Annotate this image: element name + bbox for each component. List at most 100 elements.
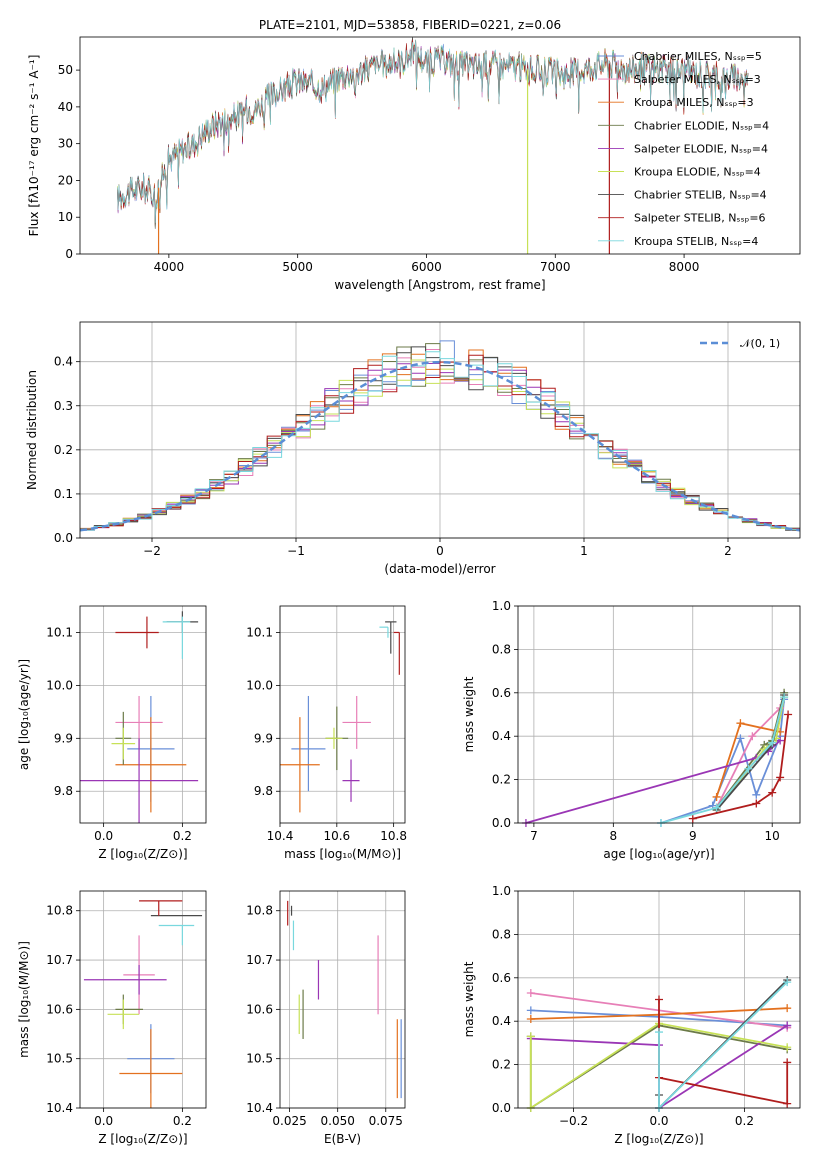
x-tick-label: 0.0 (94, 829, 113, 843)
normal-curve (80, 360, 800, 532)
legend: Chabrier MILES, Nₛₛₚ=5 Salpeter MILES, Nₛ… (598, 50, 769, 248)
x-tick-label: 0.0 (649, 1114, 668, 1128)
mass_vs_ebv-points (287, 900, 402, 1099)
mass_weight_vs_age-series (521, 688, 793, 827)
y-tick-label: 10.7 (246, 953, 273, 967)
y-tick-label: 10.1 (246, 625, 273, 639)
x-tick-label: 6000 (411, 260, 442, 274)
x-axis-label: (data-model)/error (384, 562, 495, 576)
weight-marker (776, 773, 785, 782)
legend-label: Salpeter ELODIE, Nₛₛₚ=4 (634, 142, 768, 155)
residuals-axes (76, 322, 800, 542)
x-tick-label: −0.2 (559, 1114, 588, 1128)
x-tick-label: 0.2 (735, 1114, 754, 1128)
weight-marker (783, 1058, 792, 1067)
residuals-frame (79, 321, 801, 539)
mass_vs_ebv-frame (279, 890, 406, 1109)
weight-line (529, 1022, 788, 1110)
weight-marker (526, 988, 535, 997)
y-tick-label: 0.6 (492, 971, 511, 985)
weight-marker (748, 732, 757, 741)
weight-marker (712, 792, 721, 801)
y-axis-label: Normed distribution (25, 370, 39, 490)
spectrum-axes (76, 69, 685, 258)
spectrum-line (117, 39, 749, 223)
weight-marker (783, 1004, 792, 1013)
legend-label: 𝒩(0, 1) (740, 337, 780, 350)
weight-marker (752, 799, 761, 808)
weight-marker (526, 1015, 535, 1024)
y-tick-label: 9.8 (254, 784, 273, 798)
weight-line (660, 699, 785, 824)
weight-marker (526, 1032, 535, 1041)
weight-marker (783, 1099, 792, 1108)
x-axis-label: Z [log₁₀(Z/Z⊙)] (614, 1132, 703, 1146)
legend-label: Salpeter MILES, Nₛₛₚ=3 (634, 73, 761, 86)
x-tick-label: −1 (287, 544, 305, 558)
y-tick-label: 10.0 (46, 678, 73, 692)
y-tick-label: 10.6 (46, 1002, 73, 1016)
y-tick-label: 9.8 (54, 784, 73, 798)
y-tick-label: 0.4 (54, 355, 73, 369)
y-tick-label: 10 (58, 210, 73, 224)
x-tick-label: 8000 (669, 260, 700, 274)
weight-marker (655, 1028, 663, 1037)
y-tick-label: 40 (58, 100, 73, 114)
y-tick-label: 10.4 (46, 1101, 73, 1115)
y-tick-label: 0.4 (492, 729, 511, 743)
mass_weight_vs_age-axes (514, 605, 800, 827)
y-tick-label: 0.0 (54, 531, 73, 545)
weight-marker (783, 1021, 792, 1030)
age_vs_Z-frame (79, 605, 207, 824)
y-tick-label: 0.8 (492, 927, 511, 941)
y-tick-label: 10.0 (246, 678, 273, 692)
x-tick-label: 7 (530, 829, 538, 843)
y-tick-label: 10.5 (246, 1052, 273, 1066)
y-axis-label: mass weight (462, 676, 476, 752)
mass_vs_Z-frame (79, 890, 207, 1109)
x-tick-label: 8 (610, 829, 618, 843)
x-axis-label: Z [log₁₀(Z/Z⊙)] (98, 847, 187, 861)
y-tick-label: 50 (58, 63, 73, 77)
x-tick-label: 9 (689, 829, 697, 843)
y-tick-label: 0.2 (492, 1058, 511, 1072)
x-tick-label: 0 (436, 544, 444, 558)
y-tick-label: 0.8 (492, 642, 511, 656)
mass_weight_vs_Z-series (526, 975, 792, 1112)
weight-marker (780, 693, 789, 702)
mass_vs_Z-axes (76, 891, 206, 1112)
age_vs_Z-axes (76, 606, 206, 827)
y-tick-label: 10.5 (46, 1052, 73, 1066)
weight-marker (783, 978, 792, 987)
x-tick-label: 10.6 (323, 829, 350, 843)
legend-label: Chabrier STELIB, Nₛₛₚ=4 (634, 189, 767, 202)
weight-marker (655, 995, 663, 1004)
x-tick-label: 0.2 (173, 1114, 192, 1128)
weight-marker (784, 710, 793, 719)
x-tick-label: 0.050 (321, 1114, 355, 1128)
weight-marker (768, 738, 777, 747)
x-tick-label: 5000 (282, 260, 313, 274)
histograms (80, 340, 800, 533)
y-tick-label: 10.7 (46, 953, 73, 967)
mass_weight_vs_Z-axes (514, 890, 800, 1112)
y-tick-label: 0.3 (54, 399, 73, 413)
weight-marker (744, 764, 753, 773)
legend-label: Kroupa ELODIE, Nₛₛₚ=4 (634, 166, 761, 179)
weight-marker (736, 734, 745, 743)
x-tick-label: 10.8 (380, 829, 407, 843)
y-tick-label: 10.8 (46, 904, 73, 918)
y-axis-label: Flux [fλ10⁻¹⁷ erg cm⁻² s⁻¹ A⁻¹] (27, 55, 41, 237)
y-tick-label: 0 (65, 247, 73, 261)
x-tick-label: 0.025 (272, 1114, 306, 1128)
y-tick-label: 1.0 (492, 599, 511, 613)
x-tick-label: 2 (724, 544, 732, 558)
y-tick-label: 0.4 (492, 1014, 511, 1028)
y-tick-label: 10.4 (246, 1101, 273, 1115)
x-tick-label: 0.2 (173, 829, 192, 843)
y-tick-label: 9.9 (254, 731, 273, 745)
weight-marker (688, 814, 697, 823)
age_vs_mass-axes (276, 606, 405, 827)
weight-marker (736, 719, 745, 728)
x-tick-label: 0.0 (94, 1114, 113, 1128)
